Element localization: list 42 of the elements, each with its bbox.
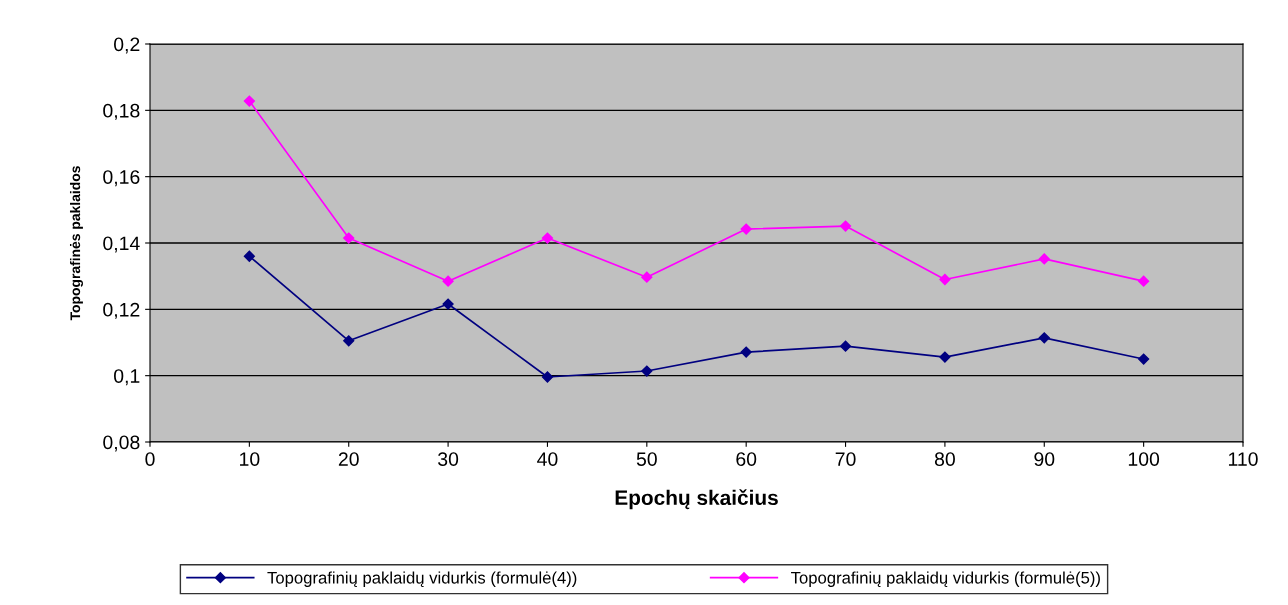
point xyxy=(839,340,852,352)
x-axis-title: Epochų skaičius xyxy=(615,489,778,510)
point xyxy=(1138,275,1150,287)
y-tick-label: 0,1 xyxy=(114,369,140,386)
point xyxy=(939,351,951,363)
point xyxy=(839,220,852,232)
legend-label: Topografinių paklaidų vidurkis (formulė(5)) xyxy=(791,571,1100,587)
x-tick-label: 90 xyxy=(1034,452,1055,466)
x-tick-label: 60 xyxy=(736,452,757,466)
y-tick-label: 0,12 xyxy=(103,302,140,319)
point xyxy=(740,223,752,235)
point xyxy=(343,232,355,244)
legend-label: Topografinių paklaidų vidurkis (formulė(4)) xyxy=(267,571,577,587)
x-tick-label: 30 xyxy=(438,452,459,466)
y-tick-label: 0,14 xyxy=(103,236,140,253)
y-axis-title: Topografinės paklaidos xyxy=(69,166,83,321)
point xyxy=(740,346,752,358)
point xyxy=(641,365,653,377)
point xyxy=(939,273,951,286)
x-tick-label: 20 xyxy=(338,452,359,466)
x-tick-label: 70 xyxy=(835,452,856,466)
point xyxy=(541,371,554,383)
point xyxy=(1138,353,1150,365)
x-tick-label: 0 xyxy=(145,452,155,466)
y-tick-label: 0,08 xyxy=(103,435,140,452)
point xyxy=(641,271,653,283)
point xyxy=(1038,332,1050,344)
x-tick-label: 110 xyxy=(1228,452,1258,466)
x-tick-label: 40 xyxy=(537,452,558,466)
point xyxy=(343,335,355,347)
x-tick-label: 100 xyxy=(1128,452,1160,466)
x-tick-label: 50 xyxy=(636,452,657,466)
point xyxy=(541,232,554,244)
x-tick-label: 80 xyxy=(934,452,955,466)
point xyxy=(442,275,454,287)
point xyxy=(1038,253,1050,265)
y-tick-label: 0,16 xyxy=(103,170,140,187)
point xyxy=(243,250,255,262)
y-tick-label: 0,18 xyxy=(103,103,140,120)
x-tick-label: 10 xyxy=(240,452,260,466)
point xyxy=(243,95,255,107)
y-tick-label: 0,2 xyxy=(114,37,140,54)
